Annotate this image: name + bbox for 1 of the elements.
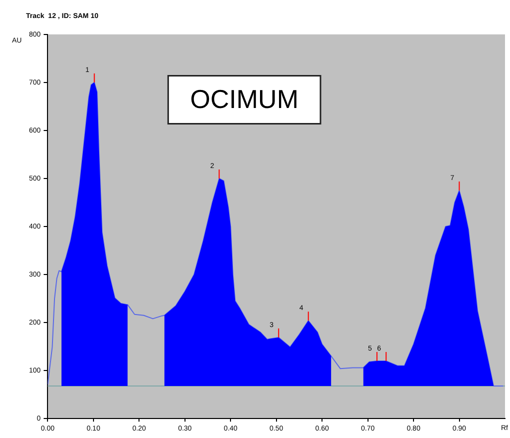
annotation: OCIMUM xyxy=(190,84,298,114)
